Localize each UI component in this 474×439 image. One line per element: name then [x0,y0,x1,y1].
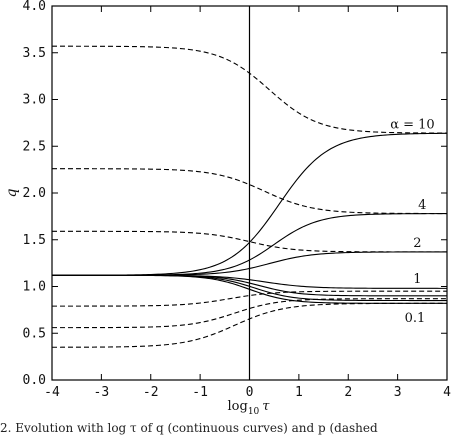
curve-annotation: 2 [413,236,421,251]
y-tick-label: 2.5 [23,139,46,154]
x-axis-title: log10 τ [228,399,271,417]
y-tick-label: 3.0 [23,93,46,108]
x-tick-label: -3 [94,385,110,400]
dashed-series-line [52,45,448,134]
y-tick-label: 0.0 [23,373,46,388]
x-tick-label: 2 [344,385,352,400]
x-axis-title-main: log [228,399,248,414]
dashed-series-line [52,298,447,329]
chart: -4 -3 -2 -1 0 1 2 3 4 0.0 0.5 1.0 1.5 2.0 2.5 3.0 3.5 4.0… [4,0,452,417]
y-tick-label: 0.5 [23,326,46,341]
dashed-series-line [52,290,447,307]
x-tick-label: 1 [295,385,303,400]
curve-annotation: 0.1 [405,311,426,326]
y-tick-label: 1.0 [23,280,46,295]
y-tick-label: 1.5 [23,233,46,248]
x-axis-title-sub: 10 [248,407,260,417]
x-tick-label: 3 [394,385,402,400]
curve-annotation: 4 [418,198,426,213]
plot-frame [51,5,448,381]
dashed-series-line [52,230,447,253]
x-axis-title-var: τ [262,399,270,414]
y-tick-label: 2.0 [23,186,46,201]
x-tick-label: -4 [44,385,60,400]
curve-annotation: 1 [413,272,421,287]
x-tick-label: 4 [443,385,451,400]
curves [51,45,448,348]
dashed-series-line [52,302,447,348]
y-axis-title: q [4,188,20,197]
x-tick-label: -2 [143,385,159,400]
x-tick-label: -1 [192,385,208,400]
figure-caption: 2. Evolution with log τ of q (continuous… [0,421,378,435]
y-tick-label: 3.5 [23,46,46,61]
x-tick-label: 0 [246,385,254,400]
solid-series-line [52,274,447,304]
ticks: -4 -3 -2 -1 0 1 2 3 4 0.0 0.5 1.0 1.5 2.0 2.5 3.0 3.5 4.0 [23,0,452,400]
y-tick-label: 4.0 [23,0,46,14]
annotations: α = 10 4 2 1 0.1 [390,117,434,326]
curve-annotation: α = 10 [390,117,434,132]
dashed-series-line [52,168,447,215]
